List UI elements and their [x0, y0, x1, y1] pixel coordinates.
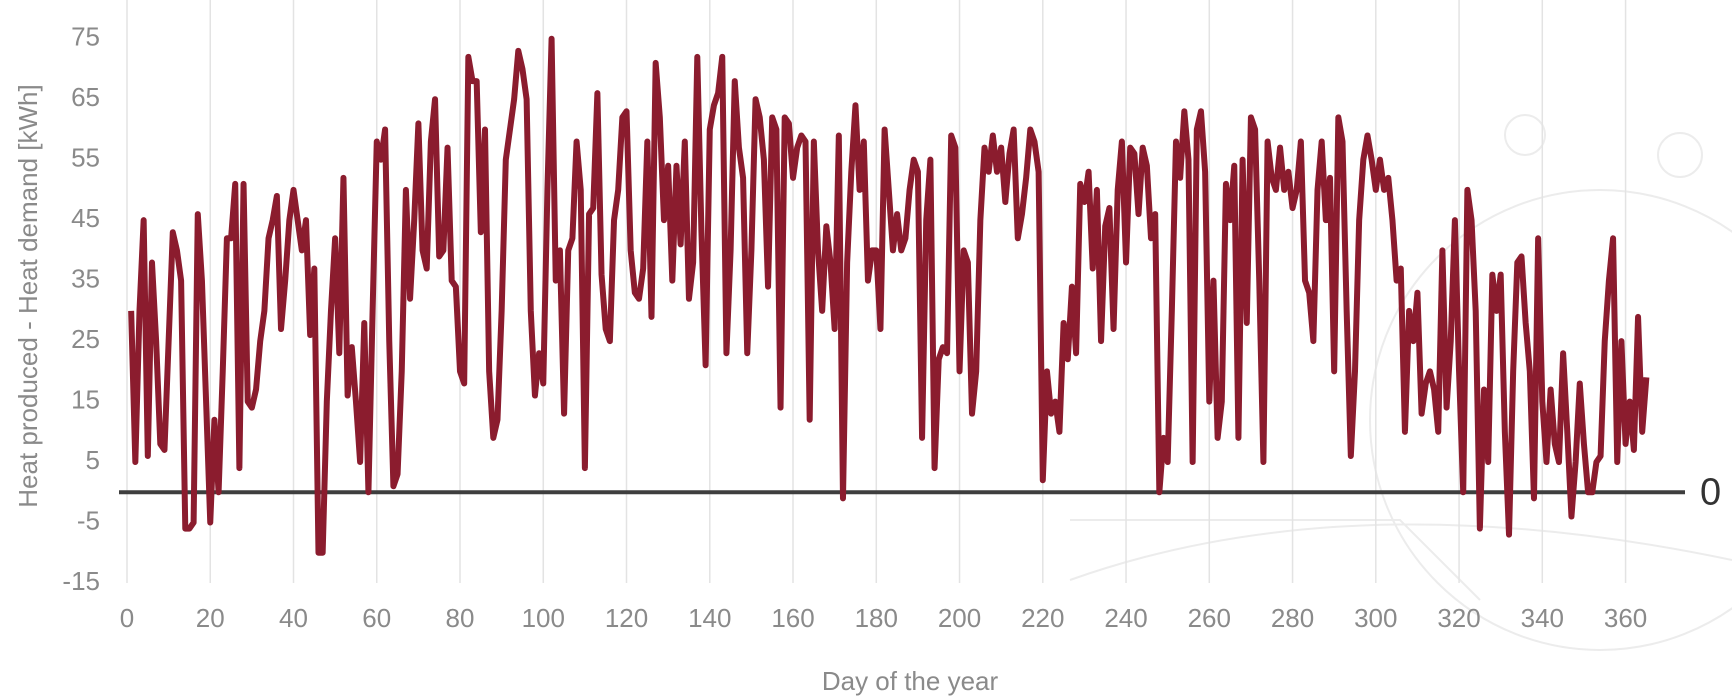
x-tick-label: 140: [688, 603, 731, 633]
y-tick-label: 25: [71, 324, 100, 354]
chart: Heat produced - Heat demand [kWh] Day of…: [0, 0, 1732, 699]
x-tick-label: 100: [522, 603, 565, 633]
y-tick-label: -5: [77, 505, 100, 535]
x-tick-label: 120: [605, 603, 648, 633]
x-tick-label: 40: [279, 603, 308, 633]
y-tick-label: 75: [71, 22, 100, 52]
x-tick-label: 80: [446, 603, 475, 633]
zero-line-label: 0: [1700, 471, 1721, 513]
y-tick-label: -15: [62, 566, 100, 596]
y-axis-label: Heat produced - Heat demand [kWh]: [13, 84, 43, 507]
x-tick-label: 0: [120, 603, 134, 633]
y-tick-label: 55: [71, 143, 100, 173]
y-tick-label: 15: [71, 384, 100, 414]
x-axis-label: Day of the year: [822, 666, 999, 696]
x-tick-label: 280: [1271, 603, 1314, 633]
x-tick-label: 220: [1021, 603, 1064, 633]
x-tick-label: 200: [938, 603, 981, 633]
x-tick-label: 160: [771, 603, 814, 633]
x-tick-label: 300: [1354, 603, 1397, 633]
x-tick-label: 260: [1188, 603, 1231, 633]
y-tick-label: 45: [71, 203, 100, 233]
y-tick-label: 5: [86, 445, 100, 475]
y-tick-label: 35: [71, 264, 100, 294]
x-tick-label: 240: [1104, 603, 1147, 633]
x-tick-label: 320: [1437, 603, 1480, 633]
data-line: [131, 39, 1646, 553]
x-tick-label: 20: [196, 603, 225, 633]
x-tick-label: 360: [1604, 603, 1647, 633]
x-tick-label: 60: [362, 603, 391, 633]
y-tick-label: 65: [71, 82, 100, 112]
x-tick-label: 180: [855, 603, 898, 633]
x-tick-label: 340: [1521, 603, 1564, 633]
